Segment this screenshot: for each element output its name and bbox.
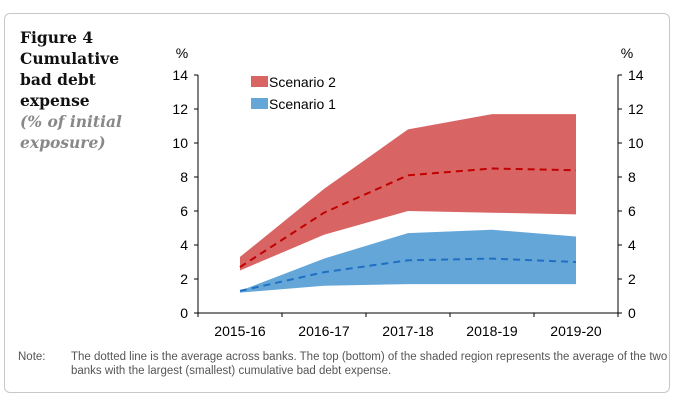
figure-title: Figure 4 Cumulative bad debt expense (% … (20, 27, 150, 153)
figure-number: Figure 4 (20, 28, 94, 47)
legend-label: Scenario 2 (269, 74, 336, 90)
title-line: Cumulative (20, 49, 120, 68)
y-tick-label-right: 12 (628, 101, 644, 117)
title-line: bad debt (20, 70, 96, 89)
y-tick-label-right: 10 (628, 135, 644, 151)
legend-swatch (251, 76, 268, 87)
y-tick-label-left: 6 (180, 203, 188, 219)
y-axis-unit-left: % (176, 45, 188, 61)
note-label: Note: (18, 351, 46, 363)
y-tick-label-left: 8 (180, 169, 188, 185)
y-tick-label-left: 12 (172, 101, 188, 117)
x-tick-label: 2017-18 (382, 323, 434, 339)
y-tick-label-right: 14 (628, 67, 644, 83)
x-tick-label: 2016-17 (298, 323, 350, 339)
y-tick-label-right: 0 (628, 305, 636, 321)
figure-frame (4, 13, 670, 393)
y-tick-label-left: 10 (172, 135, 188, 151)
title-line: expense (20, 91, 90, 110)
note-text: The dotted line is the average across ba… (71, 351, 668, 377)
x-tick-label: 2018-19 (466, 323, 518, 339)
y-tick-label-left: 2 (180, 271, 188, 287)
chart: 0 0 2 2 4 4 6 6 8 8 10 10 12 12 14 14 2015-16 2016-17 2017… (172, 45, 644, 339)
figure-subtitle: (% of initial exposure) (20, 112, 122, 152)
x-tick-label: 2019-20 (550, 323, 602, 339)
y-tick-label-right: 2 (628, 271, 636, 287)
y-tick-label-left: 4 (180, 237, 188, 253)
y-tick-label-left: 14 (172, 67, 188, 83)
y-tick-label-right: 8 (628, 169, 636, 185)
range-area-1 (240, 114, 576, 271)
average-line-1 (239, 167, 577, 268)
average-line-2 (239, 257, 577, 292)
x-tick-label: 2015-16 (214, 323, 266, 339)
y-tick-label-right: 4 (628, 237, 636, 253)
y-tick-label-right: 6 (628, 203, 636, 219)
y-tick-label-left: 0 (180, 305, 188, 321)
legend-swatch (251, 98, 268, 109)
y-axis-unit-right: % (621, 45, 633, 61)
legend-label: Scenario 1 (269, 96, 336, 112)
